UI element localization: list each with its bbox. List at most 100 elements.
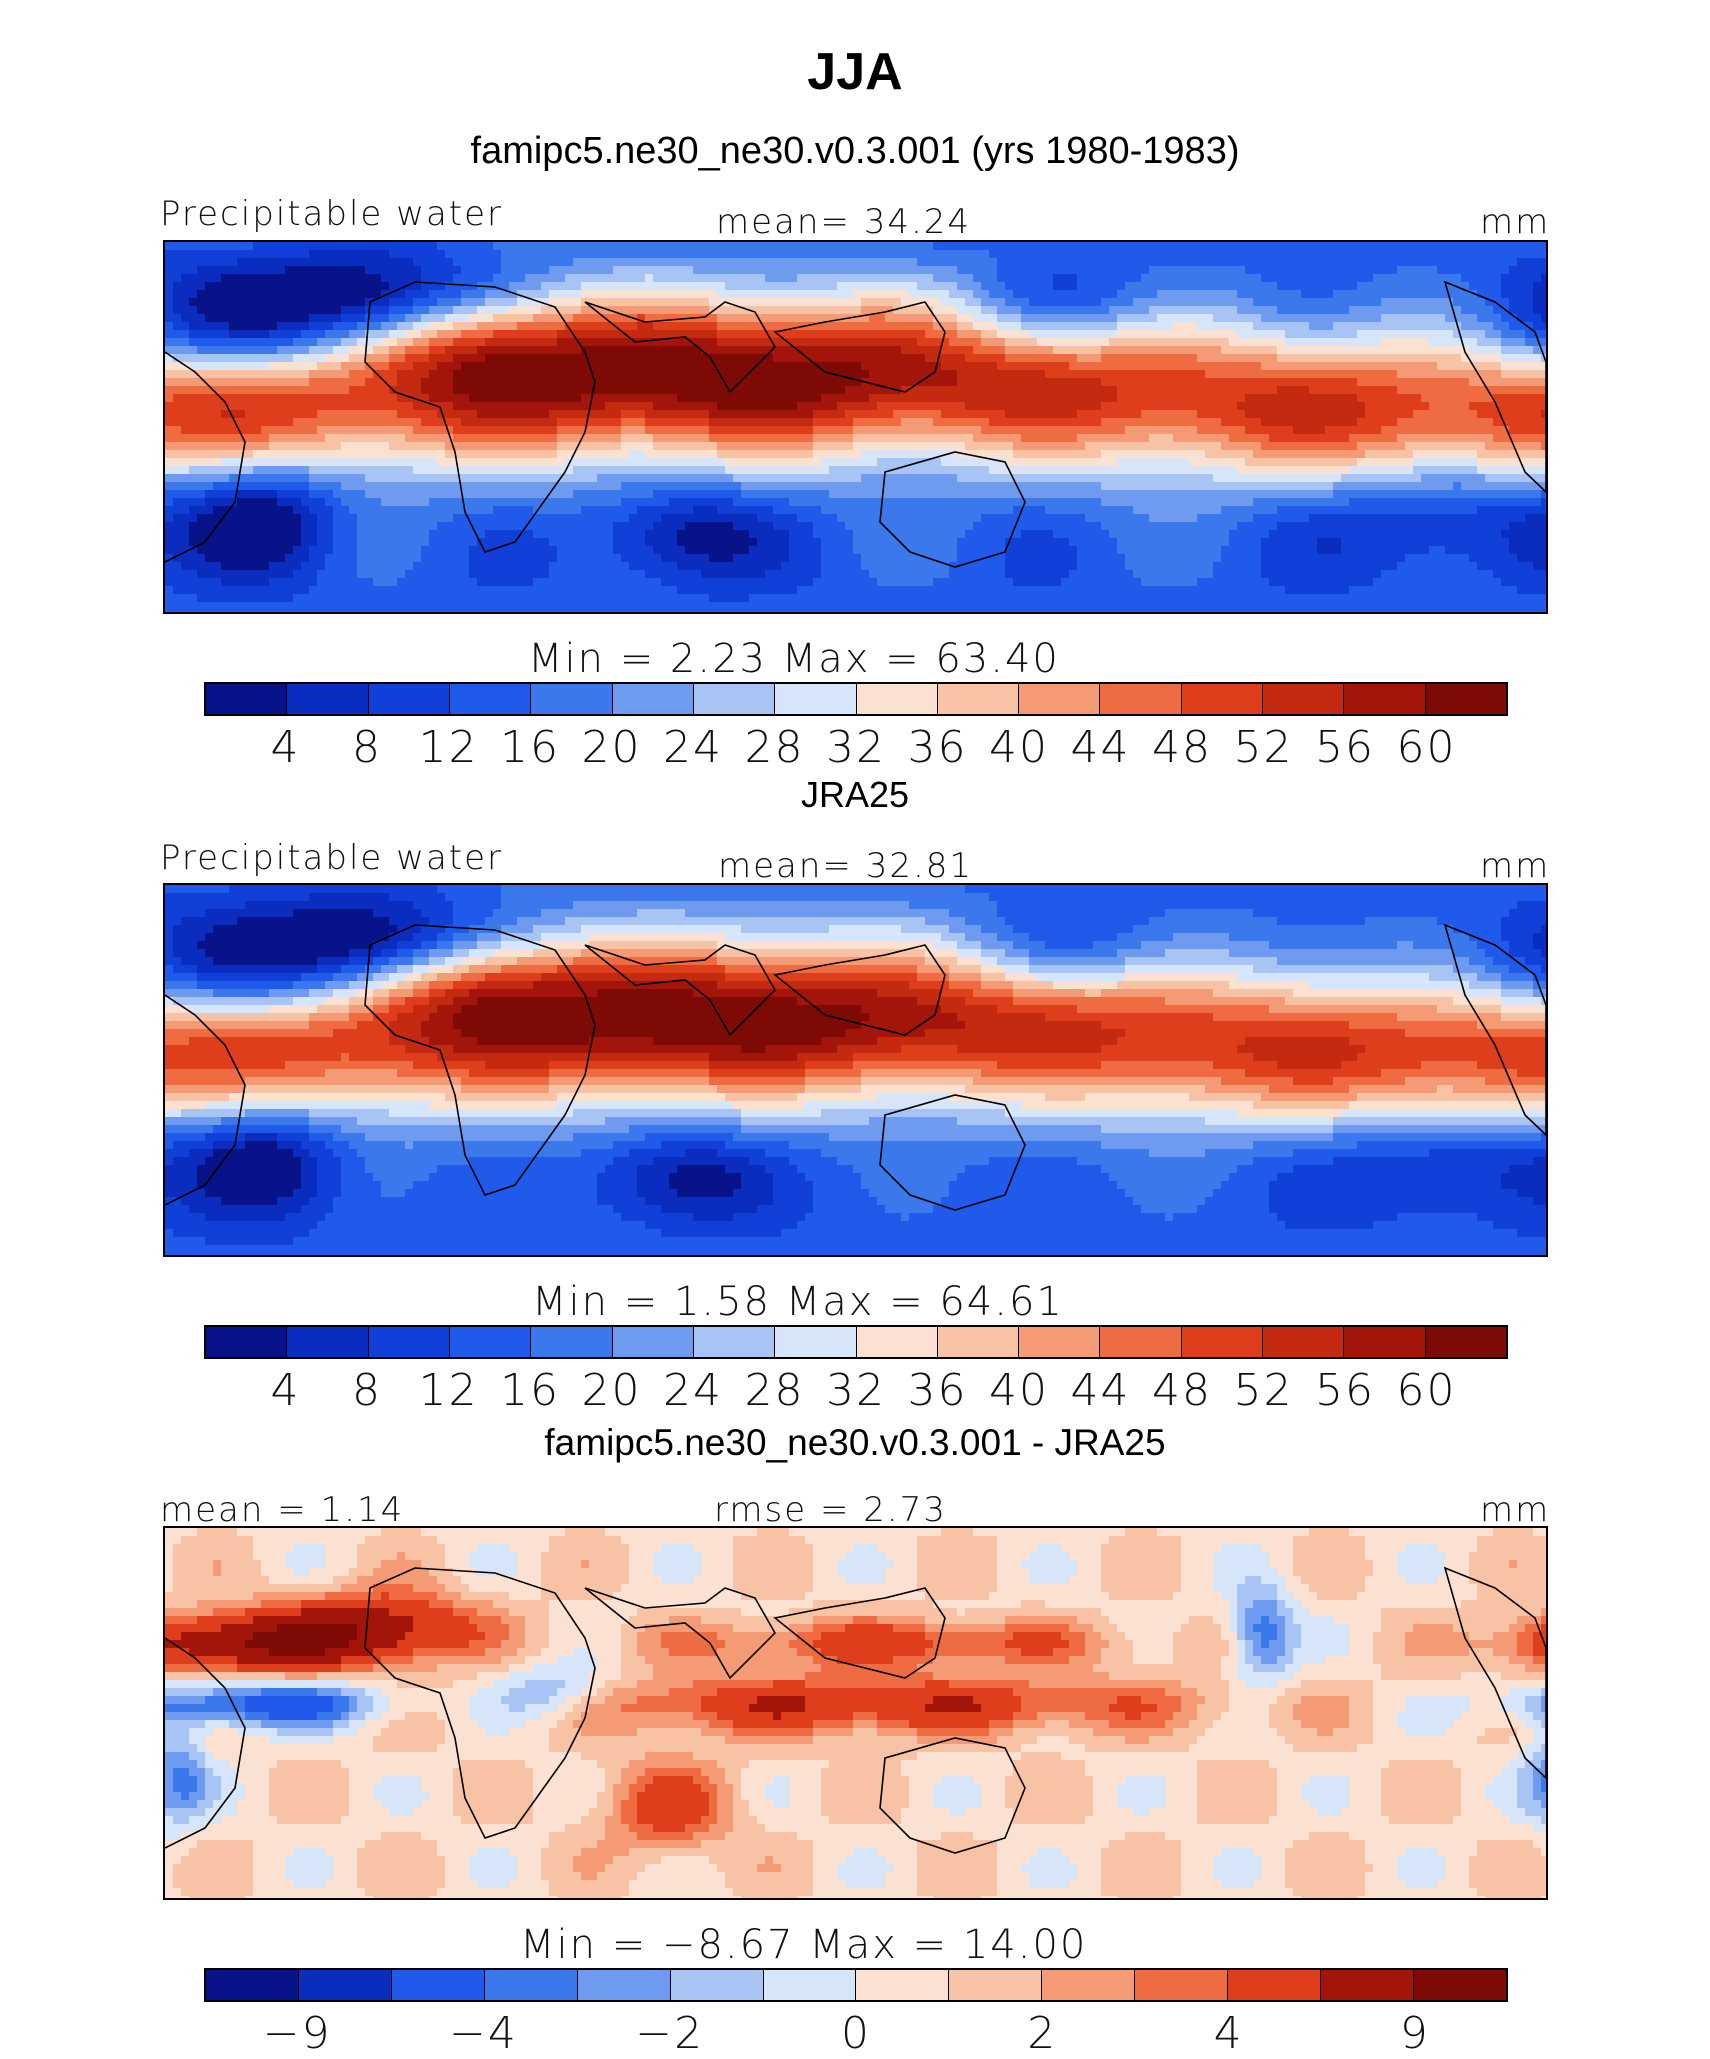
field-cell — [1517, 250, 1526, 259]
field-cell — [621, 434, 630, 443]
field-cell — [573, 266, 582, 275]
field-cell — [1469, 250, 1478, 259]
field-cell — [1109, 418, 1118, 427]
field-cell — [973, 442, 982, 451]
field-cell — [765, 402, 774, 411]
field-cell — [1469, 274, 1478, 283]
field-cell — [1021, 282, 1030, 291]
field-cell — [277, 258, 286, 267]
field-cell — [429, 394, 438, 403]
field-cell — [277, 410, 286, 419]
field-cell — [277, 370, 286, 379]
field-cell — [1213, 250, 1222, 259]
field-cell — [637, 458, 646, 467]
field-cell — [1165, 282, 1174, 291]
field-cell — [717, 402, 726, 411]
field-cell — [501, 466, 510, 475]
field-cell — [1005, 258, 1014, 267]
field-cell — [1501, 258, 1510, 267]
field-cell — [957, 298, 966, 307]
field-cell — [1125, 362, 1134, 371]
field-cell — [493, 266, 502, 275]
field-cell — [237, 266, 246, 275]
field-cell — [645, 250, 654, 259]
field-cell — [1301, 426, 1310, 435]
field-cell — [173, 458, 182, 467]
field-cell — [781, 458, 790, 467]
field-cell — [1349, 394, 1358, 403]
field-cell — [1005, 450, 1014, 459]
field-cell — [749, 434, 758, 443]
field-cell — [1373, 402, 1382, 411]
field-cell — [749, 346, 758, 355]
field-cell — [677, 322, 686, 331]
field-cell — [781, 298, 790, 307]
field-cell — [597, 250, 606, 259]
field-cell — [245, 314, 254, 323]
field-cell — [1117, 450, 1126, 459]
field-cell — [813, 410, 822, 419]
field-cell — [653, 314, 662, 323]
field-cell — [1269, 338, 1278, 347]
field-cell — [693, 394, 702, 403]
field-cell — [669, 330, 678, 339]
field-cell — [525, 370, 534, 379]
field-cell — [181, 250, 190, 259]
field-cell — [941, 322, 950, 331]
field-cell — [565, 274, 574, 283]
field-cell — [1237, 338, 1246, 347]
field-cell — [589, 306, 598, 315]
field-cell — [637, 378, 646, 387]
field-cell — [1469, 458, 1478, 467]
field-cell — [957, 290, 966, 299]
field-cell — [293, 418, 302, 427]
field-cell — [717, 354, 726, 363]
field-cell — [653, 250, 662, 259]
field-cell — [621, 274, 630, 283]
field-cell — [1181, 458, 1190, 467]
field-cell — [821, 402, 830, 411]
field-cell — [365, 450, 374, 459]
field-cell — [821, 418, 830, 427]
field-cell — [1181, 338, 1190, 347]
field-cell — [621, 338, 630, 347]
field-cell — [965, 434, 974, 443]
field-cell — [781, 290, 790, 299]
field-cell — [293, 386, 302, 395]
field-cell — [677, 258, 686, 267]
field-cell — [1317, 386, 1326, 395]
field-cell — [821, 426, 830, 435]
field-cell — [653, 426, 662, 435]
field-cell — [1493, 362, 1502, 371]
field-cell — [213, 370, 222, 379]
field-cell — [461, 434, 470, 443]
field-cell — [485, 346, 494, 355]
field-cell — [733, 338, 742, 347]
field-cell — [261, 282, 270, 291]
field-cell — [605, 266, 614, 275]
field-cell — [1069, 250, 1078, 259]
field-cell — [317, 386, 326, 395]
field-cell — [253, 322, 262, 331]
field-cell — [1357, 330, 1366, 339]
field-cell — [1437, 306, 1446, 315]
field-cell — [717, 418, 726, 427]
field-cell — [1253, 330, 1262, 339]
field-cell — [533, 338, 542, 347]
field-cell — [653, 410, 662, 419]
field-cell — [229, 426, 238, 435]
field-cell — [461, 250, 470, 259]
field-cell — [501, 426, 510, 435]
field-cell — [853, 242, 862, 251]
field-cell — [1421, 402, 1430, 411]
field-cell — [1061, 258, 1070, 267]
field-cell — [1437, 458, 1446, 467]
field-cell — [1285, 450, 1294, 459]
field-cell — [1269, 434, 1278, 443]
field-cell — [1373, 306, 1382, 315]
field-cell — [885, 434, 894, 443]
field-cell — [221, 450, 230, 459]
field-cell — [941, 410, 950, 419]
field-cell — [1157, 362, 1166, 371]
field-cell — [1205, 418, 1214, 427]
